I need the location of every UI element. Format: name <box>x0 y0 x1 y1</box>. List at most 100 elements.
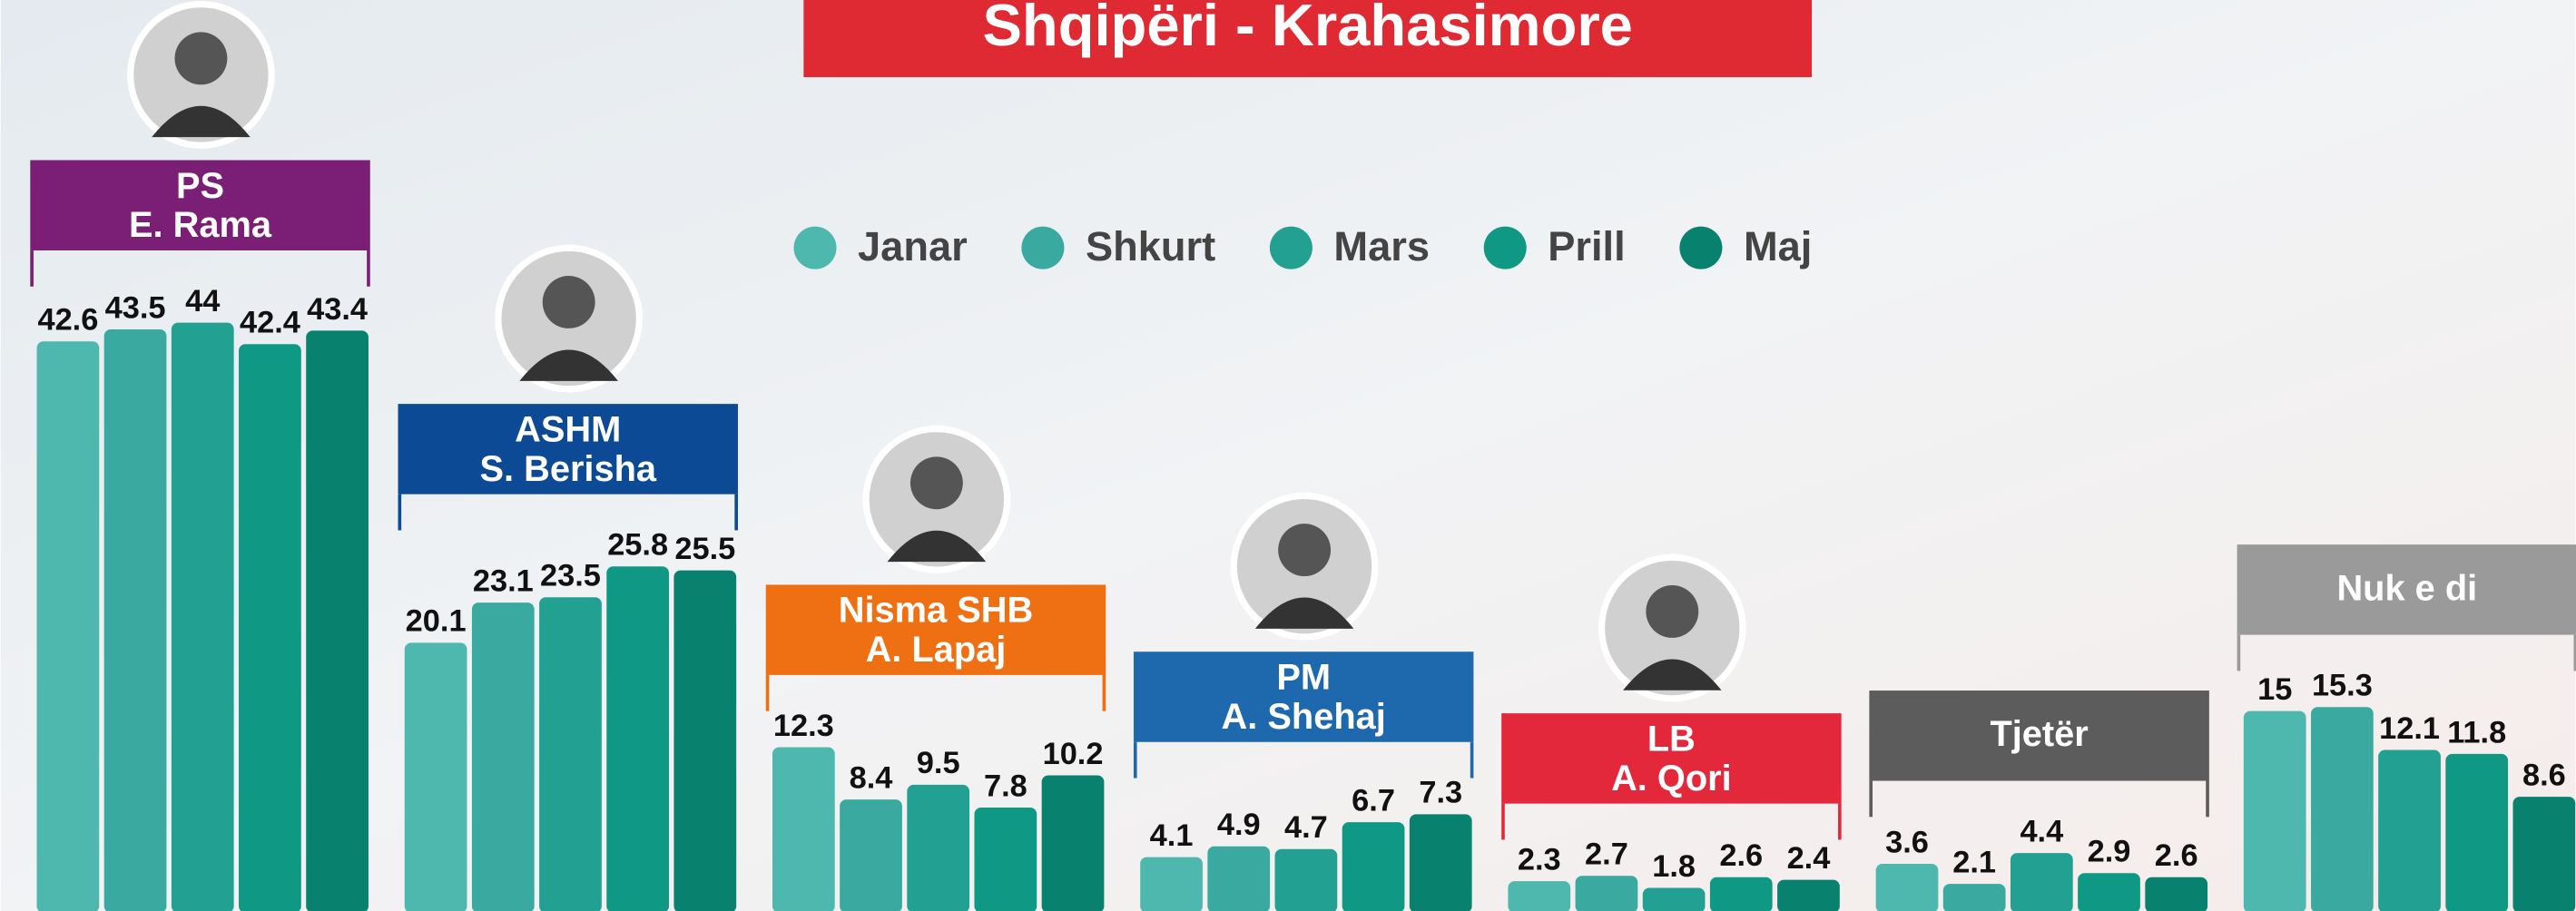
legend-label: Janar <box>858 223 968 269</box>
bar <box>2445 754 2508 911</box>
legend-swatch <box>1021 227 1064 269</box>
page: Shqipëri - Krahasimore Janar Shkurt Mars Pr… <box>0 0 2576 911</box>
bar <box>172 323 234 911</box>
bar <box>772 748 835 911</box>
bar <box>104 329 167 911</box>
bar <box>606 566 669 911</box>
bar <box>1140 857 1203 911</box>
value-label: 25.5 <box>674 532 735 566</box>
bar <box>539 597 602 911</box>
value-label: 2.3 <box>1518 843 1561 877</box>
bar <box>1943 884 2006 911</box>
bar <box>1643 888 1706 911</box>
legend-label: Maj <box>1744 223 1812 269</box>
leader-label: A. Qori <box>1611 759 1732 798</box>
photo-head <box>1646 585 1698 638</box>
bar <box>1207 847 1270 911</box>
legend-swatch <box>1484 227 1527 269</box>
chart-title: Shqipëri - Krahasimore <box>983 0 1633 58</box>
value-label: 20.1 <box>406 604 467 639</box>
bar <box>2011 853 2073 911</box>
value-label: 8.6 <box>2522 759 2566 793</box>
category-label: PS <box>176 166 224 206</box>
value-label: 2.1 <box>1952 845 1996 879</box>
category-label: ASHM <box>515 409 621 449</box>
photo-head <box>910 456 963 509</box>
value-label: 25.8 <box>607 528 668 563</box>
value-label: 1.8 <box>1652 849 1696 884</box>
value-label: 7.3 <box>1419 776 1462 810</box>
bar <box>239 344 301 911</box>
value-label: 2.6 <box>1719 838 1763 873</box>
legend-swatch <box>1679 227 1722 269</box>
bar <box>2078 873 2140 911</box>
category-label: Tjetër <box>1990 714 2088 754</box>
category-label: Nisma SHB <box>839 591 1033 631</box>
bar <box>1410 814 1472 911</box>
bar <box>840 799 902 911</box>
value-label: 8.4 <box>850 760 893 795</box>
value-label: 4.9 <box>1217 808 1261 842</box>
value-label: 4.4 <box>2020 815 2063 849</box>
bar <box>673 571 736 911</box>
value-label: 23.1 <box>473 563 534 598</box>
value-label: 43.5 <box>105 290 166 325</box>
value-label: 7.8 <box>984 769 1027 803</box>
legend-label: Shkurt <box>1086 223 1215 269</box>
value-label: 2.7 <box>1585 838 1628 872</box>
bar <box>1876 864 1939 911</box>
bar <box>1275 849 1338 911</box>
bar <box>1042 776 1105 911</box>
bar <box>1777 880 1840 911</box>
value-label: 3.6 <box>1885 825 1929 859</box>
category-label: Nuk e di <box>2336 568 2477 608</box>
legend-label: Prill <box>1548 223 1625 269</box>
value-label: 10.2 <box>1043 737 1104 771</box>
value-label: 44 <box>185 284 220 318</box>
chart: Shqipëri - Krahasimore Janar Shkurt Mars Pr… <box>0 0 2576 911</box>
value-label: 23.5 <box>540 559 601 593</box>
legend-label: Mars <box>1333 223 1430 269</box>
photo-head <box>543 276 595 328</box>
legend-swatch <box>793 227 836 269</box>
legend-swatch <box>1270 227 1313 269</box>
bar <box>2145 877 2207 911</box>
value-label: 43.4 <box>307 292 368 327</box>
bar <box>1710 877 1773 911</box>
value-label: 6.7 <box>1352 784 1395 818</box>
value-label: 42.4 <box>240 306 300 340</box>
bar <box>2244 711 2306 911</box>
bar <box>1576 876 1638 911</box>
value-label: 9.5 <box>917 746 960 780</box>
value-label: 2.9 <box>2088 835 2131 869</box>
bar <box>306 330 369 911</box>
bar <box>37 341 100 911</box>
value-label: 12.1 <box>2379 711 2440 746</box>
category-label: PM <box>1276 658 1331 698</box>
photo-head <box>174 32 227 84</box>
leader-label: A. Shehaj <box>1222 697 1386 737</box>
value-label: 4.1 <box>1150 818 1194 853</box>
bar <box>974 808 1037 911</box>
value-label: 11.8 <box>2447 715 2506 749</box>
photo-head <box>1278 524 1331 576</box>
category-label: LB <box>1647 719 1696 759</box>
value-label: 12.3 <box>773 709 834 743</box>
bar <box>2378 749 2441 911</box>
value-label: 2.4 <box>1787 841 1831 876</box>
bar <box>907 785 969 911</box>
value-label: 15.3 <box>2312 669 2373 703</box>
bar <box>2513 797 2576 911</box>
bar <box>1342 822 1405 911</box>
leader-label: S. Berisha <box>479 449 656 489</box>
value-label: 15 <box>2257 672 2292 707</box>
value-label: 4.7 <box>1284 810 1328 845</box>
leader-label: A. Lapaj <box>866 630 1007 670</box>
bar <box>1508 881 1570 911</box>
leader-label: E. Rama <box>129 205 272 245</box>
bar <box>405 642 467 911</box>
value-label: 2.6 <box>2155 838 2198 873</box>
bar <box>2311 707 2374 911</box>
value-label: 42.6 <box>37 303 98 338</box>
bar <box>472 602 535 911</box>
